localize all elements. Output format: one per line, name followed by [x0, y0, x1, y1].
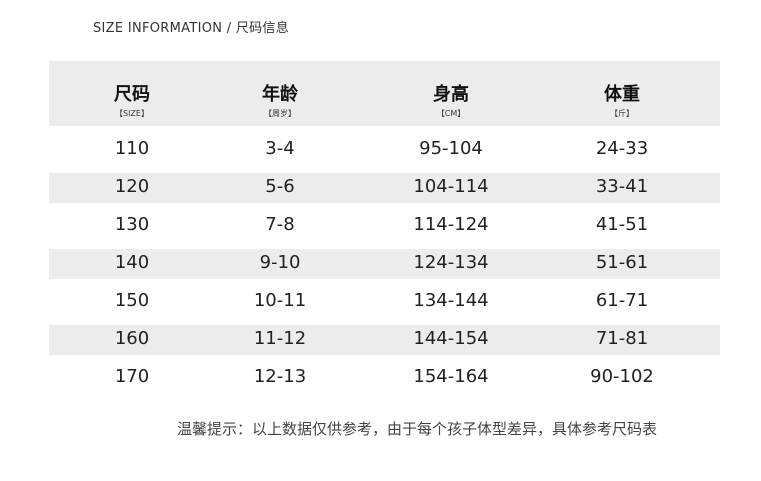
table-cell: 9-10 [259, 252, 301, 273]
table-row: 150 10-11 134-144 61-71 [49, 287, 720, 317]
table-cell: 41-51 [595, 214, 649, 235]
table-cell: 160 [114, 328, 150, 349]
table-cell: 120 [114, 176, 150, 197]
table-row: 130 7-8 114-124 41-51 [49, 211, 720, 241]
table-cell: 5-6 [265, 176, 295, 197]
table-cell: 124-134 [413, 252, 489, 273]
table-row: 120 5-6 104-114 33-41 [49, 173, 720, 203]
table-cell: 33-41 [595, 176, 649, 197]
table-row: 170 12-13 154-164 90-102 [49, 363, 720, 393]
header-cell: 身高【CM】 [433, 80, 469, 119]
table-cell: 11-12 [253, 328, 307, 349]
table-row: 160 11-12 144-154 71-81 [49, 325, 720, 355]
table-cell: 130 [114, 214, 150, 235]
table-cell: 71-81 [595, 328, 649, 349]
table-row: 140 9-10 124-134 51-61 [49, 249, 720, 279]
header-unit: 【斤】 [610, 109, 634, 118]
table-row: 110 3-4 95-104 24-33 [49, 135, 720, 165]
table-cell: 114-124 [413, 214, 489, 235]
table-cell: 144-154 [413, 328, 489, 349]
header-cell: 年龄 【周岁】 [262, 80, 298, 119]
table-cell: 51-61 [595, 252, 649, 273]
header-label: 尺码 [114, 84, 150, 105]
size-table: 尺码【SIZE】 年龄【周岁】 身高【CM】 体重【斤】 110 3-4 95-104 24-… [49, 61, 720, 401]
page-title: SIZE INFORMATION / 尺码信息 [93, 21, 290, 36]
header-unit: 【周岁】 [264, 109, 296, 118]
table-cell: 90-102 [590, 366, 654, 387]
table-cell: 3-4 [265, 138, 295, 159]
table-cell: 134-144 [413, 290, 489, 311]
header-label: 体重 [604, 84, 640, 105]
table-header: 尺码【SIZE】 年龄【周岁】 身高【CM】 体重【斤】 [49, 61, 720, 126]
table-cell: 154-164 [413, 366, 489, 387]
header-label: 年龄 [262, 84, 298, 105]
table-cell: 7-8 [265, 214, 295, 235]
header-label: 身高 [433, 84, 469, 105]
table-cell: 95-104 [419, 138, 483, 159]
table-cell: 12-13 [253, 366, 307, 387]
table-cell: 110 [114, 138, 150, 159]
header-cell: 体重 【斤】 [604, 80, 640, 119]
table-cell: 140 [114, 252, 150, 273]
table-cell: 104-114 [413, 176, 489, 197]
table-cell: 170 [114, 366, 150, 387]
header-unit: 【SIZE】 [115, 109, 149, 118]
table-cell: 10-11 [253, 290, 307, 311]
table-cell: 150 [114, 290, 150, 311]
footnote: 温馨提示：以上数据仅供参考，由于每个孩子体型差异，具体参考尺码表 [177, 420, 658, 438]
header-cell: 尺码【SIZE】 [114, 80, 150, 119]
table-cell: 24-33 [595, 138, 649, 159]
table-cell: 61-71 [595, 290, 649, 311]
header-unit: 【CM】 [436, 109, 466, 118]
